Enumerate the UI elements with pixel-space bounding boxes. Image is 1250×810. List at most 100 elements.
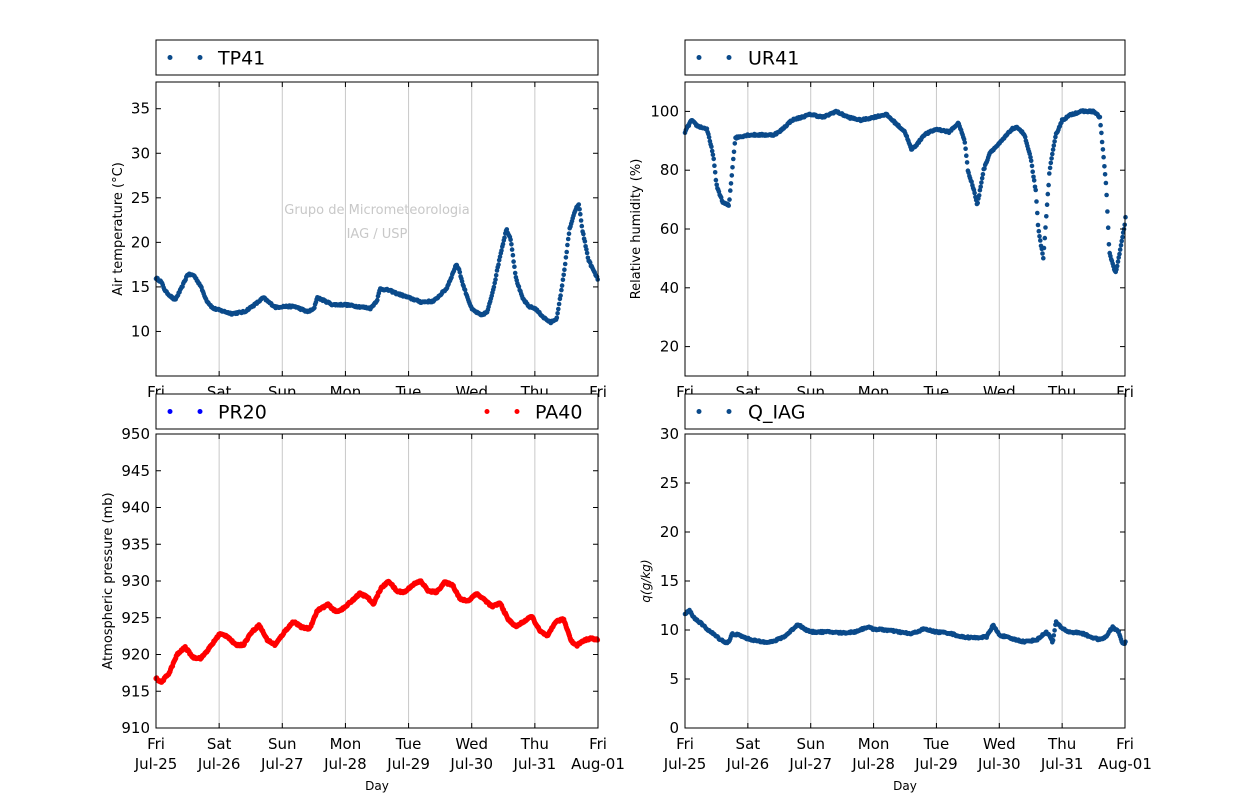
y-tick-label: 15: [131, 278, 150, 296]
data-point: [556, 301, 562, 307]
data-point: [493, 273, 499, 278]
data-point: [1035, 210, 1040, 216]
y-tick-label: 0: [669, 719, 679, 737]
data-point: [1114, 263, 1120, 269]
data-point: [1041, 245, 1047, 251]
x-tick-label-day: Fri: [147, 735, 165, 753]
legend-marker: [726, 55, 732, 60]
legend-marker: [167, 55, 173, 60]
y-tick-label: 30: [660, 425, 679, 443]
data-point: [1052, 628, 1057, 633]
y-tick-label: 35: [131, 100, 150, 118]
data-point: [312, 305, 317, 311]
data-point: [711, 156, 716, 162]
y-tick-label: 915: [121, 682, 150, 700]
data-point: [1045, 191, 1051, 197]
data-point: [561, 272, 566, 278]
data-point: [1053, 134, 1058, 140]
x-tick-label-date: Jul-29: [914, 755, 958, 773]
data-point: [502, 235, 507, 241]
data-point: [1097, 114, 1103, 120]
data-point: [731, 156, 736, 162]
data-point: [462, 287, 468, 293]
x-tick-label-date: Jul-29: [386, 755, 430, 773]
data-point: [512, 270, 518, 276]
series-TP41: [153, 202, 600, 326]
data-point: [562, 267, 567, 273]
chart-panel-3: 910 915 920 925 930 935 940 945 950 Fri Jul-25 Sat J…: [101, 425, 625, 793]
y-tick-label: 950: [121, 425, 150, 443]
data-point: [975, 200, 980, 206]
data-point: [1049, 156, 1054, 161]
data-point: [964, 153, 969, 158]
y-tick-label: 60: [660, 220, 679, 238]
data-point: [563, 255, 569, 260]
x-tick-label-date: Aug-01: [1098, 755, 1152, 773]
data-point: [560, 277, 566, 283]
data-point: [1031, 178, 1037, 183]
x-tick-label-date: Jul-27: [788, 755, 832, 773]
data-point: [562, 261, 568, 267]
data-point: [1101, 154, 1106, 160]
legend-marker: [696, 55, 702, 60]
data-point: [1120, 230, 1126, 235]
data-point: [727, 197, 732, 202]
data-point: [577, 207, 582, 212]
data-point: [559, 287, 564, 293]
data-point: [581, 231, 586, 237]
data-point: [1040, 251, 1045, 256]
data-point: [1033, 187, 1038, 193]
y-tick-label: 30: [131, 144, 150, 162]
legend-marker: [484, 409, 490, 414]
x-tick-label-day: Mon: [330, 735, 362, 753]
data-point: [500, 241, 506, 247]
data-point: [731, 149, 737, 155]
legend-marker: [514, 409, 520, 414]
y-tick-label: 945: [121, 462, 150, 480]
x-tick-label-day: Mon: [858, 735, 890, 753]
y-tick-label: 80: [660, 161, 679, 179]
x-tick-label-date: Jul-28: [851, 755, 895, 773]
x-tick-label-date: Aug-01: [571, 755, 625, 773]
legend-box: [684, 393, 1126, 430]
data-point: [565, 242, 570, 248]
data-point: [556, 306, 561, 312]
data-point: [1099, 139, 1105, 145]
data-point: [1105, 209, 1110, 214]
data-point: [1105, 225, 1111, 230]
data-point: [728, 181, 734, 186]
x-tick-label-day: Wed: [983, 735, 1016, 753]
x-tick-label-day: Sat: [207, 735, 232, 753]
data-point: [510, 252, 516, 258]
data-point: [978, 184, 983, 190]
data-point: [1118, 243, 1124, 248]
data-point: [964, 160, 970, 165]
plot-area: [156, 434, 598, 728]
x-tick-label-date: Jul-30: [977, 755, 1021, 773]
data-point: [579, 223, 585, 229]
data-point: [1042, 235, 1048, 241]
x-axis-label: Day: [365, 779, 389, 793]
data-point: [516, 284, 522, 289]
legend-marker: [197, 55, 203, 60]
y-tick-label: 40: [660, 279, 679, 297]
data-point: [375, 297, 380, 303]
data-point: [512, 264, 517, 270]
x-tick-label-day: Fri: [676, 735, 694, 753]
data-point: [1115, 259, 1121, 264]
legend-marker: [696, 409, 702, 414]
legend-label-PR20: PR20: [218, 402, 267, 424]
legend: PR20 PA40: [155, 393, 599, 430]
x-tick-label-date: Jul-25: [134, 755, 178, 773]
data-point: [1041, 255, 1046, 261]
data-point: [1043, 225, 1048, 230]
data-point: [1029, 163, 1035, 169]
x-tick-label-day: Tue: [395, 735, 422, 753]
x-tick-label-date: Jul-27: [260, 755, 304, 773]
legend: Q_IAG: [684, 393, 1126, 430]
data-point: [558, 293, 563, 298]
legend-label-UR41: UR41: [748, 48, 799, 70]
data-point: [979, 180, 984, 185]
